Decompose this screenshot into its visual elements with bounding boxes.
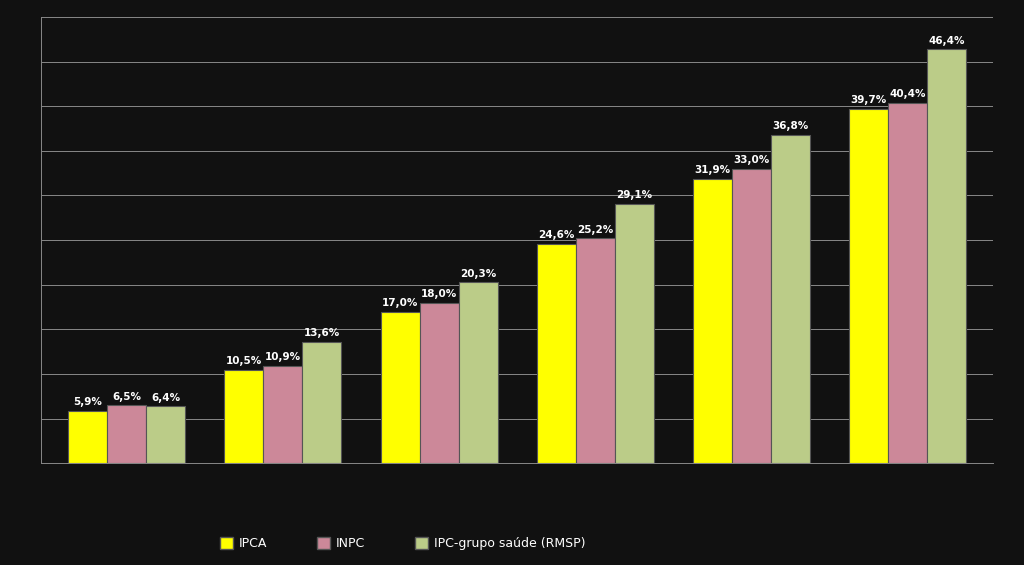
Bar	[459, 282, 498, 463]
Bar	[420, 303, 459, 463]
Text: 25,2%: 25,2%	[578, 225, 613, 235]
Bar	[302, 342, 341, 463]
Legend: IPCA, INPC, IPC-grupo saúde (RMSP): IPCA, INPC, IPC-grupo saúde (RMSP)	[215, 532, 591, 555]
Text: 10,9%: 10,9%	[265, 353, 301, 362]
Bar	[693, 179, 732, 463]
Text: 6,5%: 6,5%	[113, 392, 141, 402]
Text: 29,1%: 29,1%	[616, 190, 652, 200]
Text: 10,5%: 10,5%	[225, 356, 262, 366]
Text: 17,0%: 17,0%	[382, 298, 418, 308]
Text: 5,9%: 5,9%	[74, 397, 102, 407]
Text: 31,9%: 31,9%	[694, 165, 730, 175]
Bar	[888, 103, 927, 463]
Bar	[771, 135, 810, 463]
Text: 20,3%: 20,3%	[460, 268, 497, 279]
Bar	[614, 203, 653, 463]
Bar	[108, 405, 146, 463]
Bar	[575, 238, 614, 463]
Text: 36,8%: 36,8%	[772, 121, 809, 131]
Bar	[381, 311, 420, 463]
Bar	[927, 49, 966, 463]
Bar	[146, 406, 185, 463]
Text: 13,6%: 13,6%	[304, 328, 340, 338]
Text: 33,0%: 33,0%	[733, 155, 769, 165]
Text: 18,0%: 18,0%	[421, 289, 457, 299]
Bar	[224, 370, 263, 463]
Bar	[263, 366, 302, 463]
Bar	[537, 244, 575, 463]
Text: 39,7%: 39,7%	[850, 95, 887, 105]
Bar	[849, 109, 888, 463]
Text: 24,6%: 24,6%	[538, 230, 574, 240]
Bar	[732, 169, 771, 463]
Text: 46,4%: 46,4%	[928, 36, 965, 46]
Text: 40,4%: 40,4%	[889, 89, 926, 99]
Text: 6,4%: 6,4%	[152, 393, 180, 403]
Bar	[69, 411, 108, 463]
